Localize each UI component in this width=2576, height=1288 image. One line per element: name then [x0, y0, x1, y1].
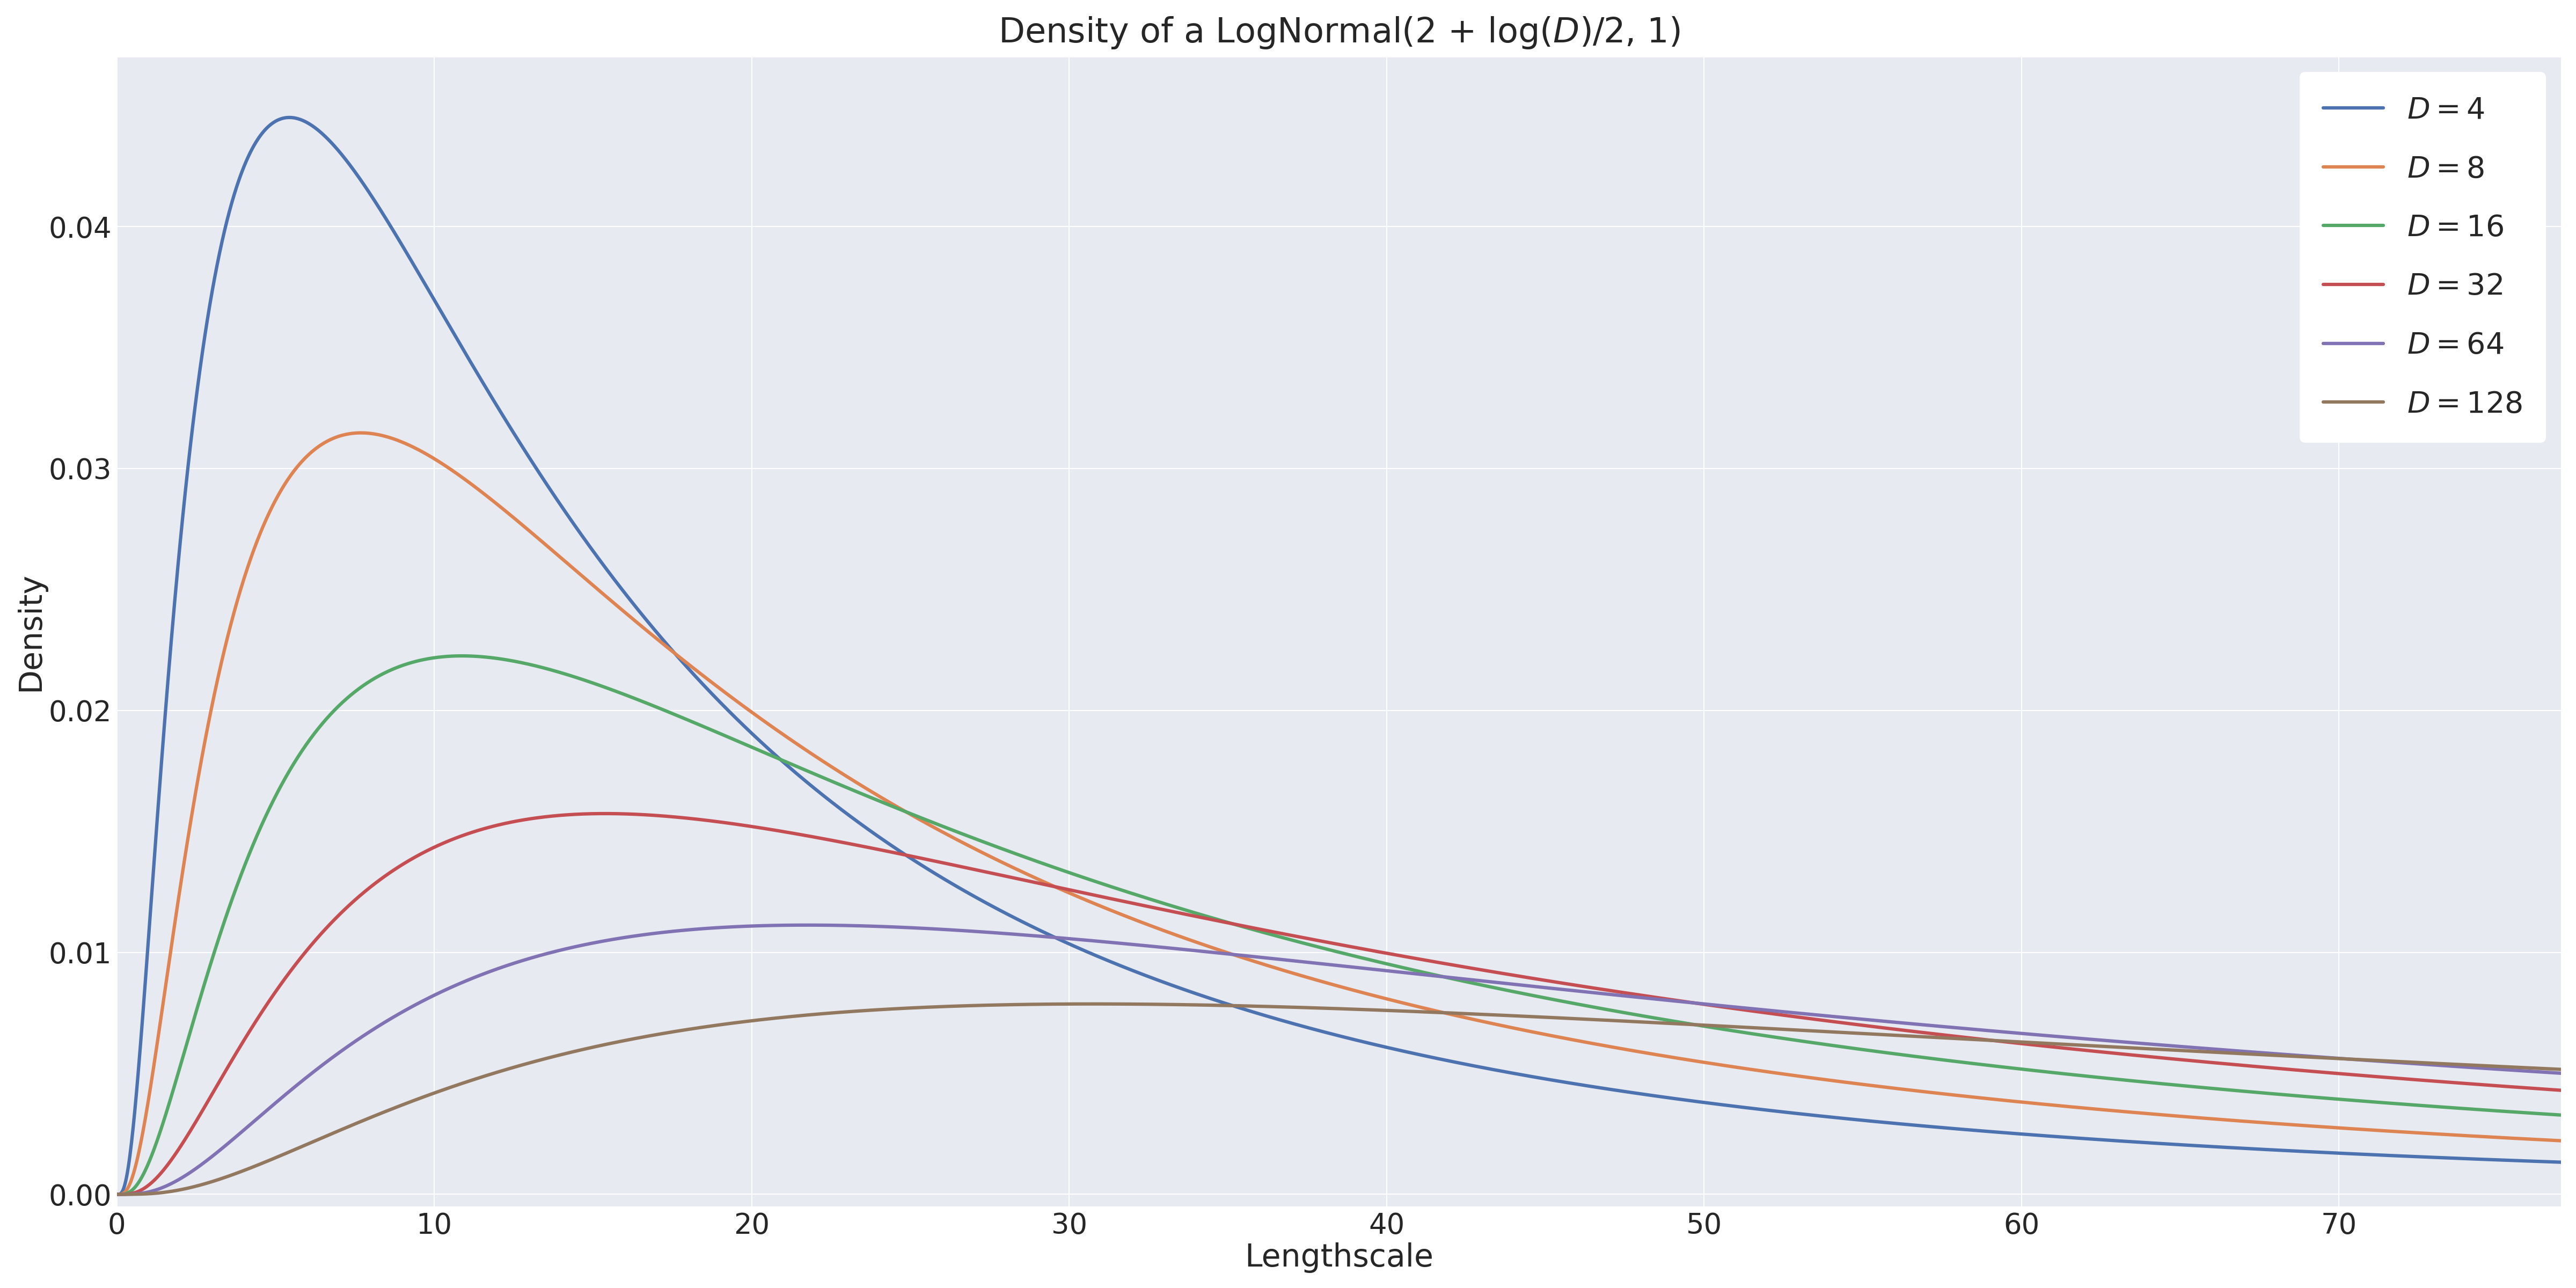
Line: $D = 16$: $D = 16$	[116, 656, 2561, 1194]
$D = 4$	[273, 109, 304, 125]
$D = 16$	[381, 661, 412, 676]
$D = 64$	[1146, 939, 1177, 954]
$D = 16$	[2499, 1104, 2530, 1119]
Line: $D = 32$: $D = 32$	[116, 814, 2561, 1194]
$D = 8$	[1146, 922, 1177, 938]
$D = 8$	[526, 533, 556, 549]
$D = 32$	[590, 806, 621, 822]
$D = 32$	[1146, 902, 1177, 917]
$D = 64$	[526, 948, 556, 963]
$D = 128$	[2499, 1060, 2530, 1075]
$D = 32$	[2499, 1079, 2530, 1095]
$D = 128$	[2236, 1046, 2267, 1061]
$D = 8$	[100, 1186, 131, 1202]
$D = 4$	[100, 1186, 131, 1202]
$D = 32$	[381, 862, 412, 877]
$D = 4$	[526, 469, 556, 484]
$D = 8$	[345, 425, 376, 440]
$D = 64$	[100, 1186, 131, 1202]
$D = 32$	[2545, 1082, 2576, 1097]
Line: $D = 4$: $D = 4$	[116, 117, 2561, 1194]
$D = 16$	[446, 648, 477, 663]
$D = 16$	[1146, 895, 1177, 911]
$D = 16$	[2545, 1108, 2576, 1123]
$D = 16$	[1041, 860, 1072, 876]
$D = 128$	[1146, 997, 1177, 1012]
Line: $D = 64$: $D = 64$	[116, 925, 2561, 1194]
$D = 4$	[1041, 930, 1072, 945]
$D = 4$	[1146, 974, 1177, 989]
Line: $D = 8$: $D = 8$	[116, 433, 2561, 1194]
Line: $D = 128$: $D = 128$	[116, 1003, 2561, 1194]
$D = 128$	[100, 1186, 131, 1202]
$D = 64$	[2545, 1065, 2576, 1081]
X-axis label: Lengthscale: Lengthscale	[1244, 1243, 1432, 1273]
$D = 64$	[2236, 1045, 2267, 1060]
Y-axis label: Density: Density	[15, 572, 46, 692]
$D = 4$	[2499, 1153, 2530, 1168]
$D = 32$	[100, 1186, 131, 1202]
$D = 128$	[526, 1052, 556, 1068]
$D = 64$	[791, 917, 822, 933]
Legend: $D = 4$, $D = 8$, $D = 16$, $D = 32$, $D = 64$, $D = 128$: $D = 4$, $D = 8$, $D = 16$, $D = 32$, $D…	[2300, 72, 2545, 443]
$D = 32$	[1041, 878, 1072, 894]
$D = 16$	[100, 1186, 131, 1202]
$D = 16$	[526, 659, 556, 675]
$D = 128$	[381, 1100, 412, 1115]
$D = 32$	[526, 810, 556, 826]
$D = 128$	[2545, 1061, 2576, 1077]
$D = 8$	[1041, 878, 1072, 894]
$D = 64$	[2499, 1063, 2530, 1078]
$D = 4$	[381, 228, 412, 243]
$D = 4$	[2236, 1141, 2267, 1157]
$D = 32$	[2236, 1059, 2267, 1074]
$D = 8$	[2236, 1114, 2267, 1130]
Title: Density of a LogNormal(2 + log($D$)/2, 1): Density of a LogNormal(2 + log($D$)/2, 1…	[997, 15, 1680, 50]
$D = 8$	[2499, 1131, 2530, 1146]
$D = 64$	[1041, 930, 1072, 945]
$D = 4$	[2545, 1154, 2576, 1170]
$D = 8$	[2545, 1133, 2576, 1149]
$D = 8$	[381, 433, 412, 448]
$D = 128$	[1077, 996, 1108, 1011]
$D = 64$	[381, 1009, 412, 1024]
$D = 16$	[2236, 1084, 2267, 1100]
$D = 128$	[1038, 997, 1069, 1012]
